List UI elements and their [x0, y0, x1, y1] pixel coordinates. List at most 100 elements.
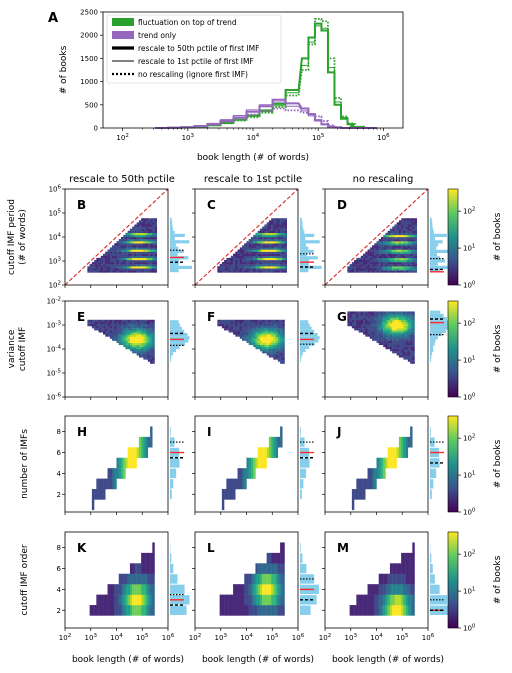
heatmap-cell [401, 253, 404, 256]
heatmap-cell [235, 321, 238, 325]
heatmap-cell [134, 228, 137, 231]
heatmap-cell [275, 357, 279, 360]
x-tick-label: 102 [189, 633, 201, 642]
heatmap-cell [405, 264, 409, 267]
heatmap-cell [264, 243, 267, 246]
heatmap-cell [410, 224, 413, 227]
heatmap-cell [105, 270, 108, 273]
heatmap-cell [392, 605, 395, 616]
heatmap-cell [275, 255, 279, 259]
heatmap-cell [250, 247, 254, 250]
heatmap-cell [347, 321, 350, 325]
heatmap-cell [118, 270, 122, 273]
heatmap-cell [394, 251, 397, 254]
row-ylabels: cutoff IMF period (# of words) variance … [7, 199, 30, 616]
heatmap-cell [410, 321, 413, 325]
heatmap-cell [136, 319, 140, 323]
heatmap-cell [387, 334, 391, 337]
heatmap-cell [407, 230, 411, 234]
heatmap-cell [242, 249, 245, 252]
heatmap-cell [284, 253, 288, 256]
heatmap-cell [233, 266, 236, 269]
heatmap-cell [127, 336, 131, 339]
heatmap-cell [230, 321, 234, 325]
heatmap-cell [374, 264, 377, 267]
heatmap-cell [123, 266, 126, 269]
heatmap-cell [354, 311, 357, 314]
heatmap-cell [244, 468, 247, 479]
heatmap-cell [394, 237, 397, 240]
heatmap-cell [262, 323, 265, 327]
marginal-histogram [170, 320, 190, 362]
heatmap-cell [248, 340, 252, 343]
heatmap-cell [141, 220, 144, 223]
heatmap-cell [235, 332, 238, 335]
heatmap-cell [255, 270, 258, 273]
heatmap-cell [235, 326, 238, 329]
heatmap-cell [280, 253, 283, 256]
heatmap-cell [383, 264, 386, 267]
heatmap-cell [107, 468, 110, 479]
heatmap-cell [396, 270, 400, 273]
marginal-bar [430, 262, 438, 266]
x-tick-label: 106 [162, 633, 175, 642]
heatmap-cell [255, 336, 258, 339]
heatmap-cell [123, 264, 126, 267]
heatmap-cell [143, 241, 146, 244]
heatmap-cell [132, 563, 135, 574]
heatmap-cell [410, 243, 413, 246]
heatmap-cell [275, 330, 279, 333]
heatmap-cell [152, 255, 155, 259]
heatmap-cell [91, 264, 95, 267]
heatmap-cell [268, 573, 272, 585]
marginal-bar [300, 227, 304, 231]
heatmap-cell [347, 315, 350, 318]
heatmap-cell [141, 349, 144, 352]
heatmap-cell [280, 259, 283, 263]
y-tick-label: 10-3 [47, 321, 62, 330]
heatmap-cell [387, 342, 391, 346]
heatmap-cell [266, 328, 270, 331]
heatmap-cell [396, 249, 400, 252]
heatmap-cell [282, 249, 285, 252]
heatmap-cell [363, 313, 366, 316]
heatmap-cell [414, 226, 418, 229]
heatmap-cell [100, 262, 104, 265]
heatmap-cell [107, 253, 110, 256]
marginal-bar [430, 468, 437, 479]
heatmap-cell [394, 247, 397, 250]
heatmap-cell [383, 326, 386, 329]
heatmap-cell [114, 321, 117, 325]
heatmap-cell [271, 237, 274, 240]
heatmap-cell [134, 257, 137, 261]
heatmap-cell [398, 259, 402, 263]
heatmap-cell [221, 499, 225, 511]
heatmap-cell [410, 594, 413, 606]
heatmap-cell [127, 237, 131, 240]
heatmap-cell [398, 224, 402, 227]
heatmap-cell [385, 319, 388, 323]
heatmap-cell [242, 334, 245, 337]
heatmap-cell [138, 241, 142, 244]
heatmap-cell [405, 249, 409, 252]
heatmap-cell [136, 257, 140, 261]
heatmap-cell [412, 332, 415, 335]
heatmap-cell [152, 264, 155, 267]
heatmap-cell [280, 224, 283, 227]
heatmap-cell [356, 259, 359, 263]
heatmap-cell [145, 243, 149, 246]
heatmap-cell [132, 241, 135, 244]
heatmap-cell [107, 323, 110, 327]
heatmap-cell [365, 253, 368, 256]
heatmap-cell [134, 232, 137, 236]
marginal-bar [300, 233, 315, 237]
heatmap-cell [105, 330, 108, 333]
heatmap-cell [123, 334, 126, 337]
heatmap-cell [96, 266, 99, 269]
heatmap-cell [280, 542, 283, 554]
heatmap-cell [398, 237, 402, 240]
heatmap-cell [282, 237, 285, 240]
heatmap-cell [282, 234, 285, 238]
heatmap-cell [405, 552, 409, 564]
heatmap-cell [246, 257, 249, 261]
